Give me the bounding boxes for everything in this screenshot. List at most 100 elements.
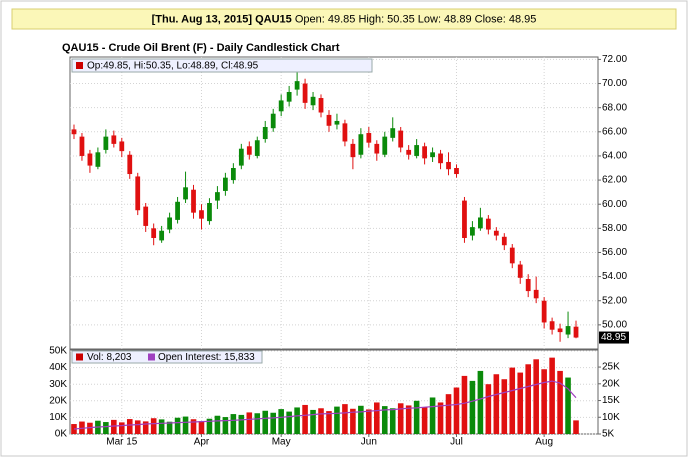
candle-body bbox=[254, 140, 260, 156]
volume-bar bbox=[413, 400, 420, 434]
volume-bar bbox=[445, 394, 452, 434]
volume-bar bbox=[142, 421, 149, 434]
volume-bar bbox=[198, 421, 205, 434]
volume-bar bbox=[182, 416, 189, 434]
candle-body bbox=[398, 130, 404, 148]
volume-bar bbox=[517, 372, 524, 434]
candle-body bbox=[215, 192, 220, 201]
candle-body bbox=[493, 230, 499, 236]
y2-tick-label: 25K bbox=[602, 362, 620, 373]
volume-bar bbox=[230, 414, 237, 434]
candle-body bbox=[230, 168, 236, 181]
volume-bar bbox=[334, 406, 340, 434]
volume-legend-swatch bbox=[76, 353, 83, 361]
oi-legend-swatch bbox=[148, 353, 155, 361]
y-tick-label: 56.00 bbox=[602, 247, 627, 258]
last-value-tag bbox=[599, 331, 629, 344]
price-legend-box bbox=[71, 58, 373, 73]
volume-bar bbox=[318, 408, 324, 434]
x-tick-label: Aug bbox=[535, 437, 553, 448]
x-tick-label: Jun bbox=[361, 437, 377, 448]
volume-bar bbox=[286, 411, 292, 434]
candle-body bbox=[238, 148, 244, 166]
x-tick-label: Mar 15 bbox=[106, 437, 138, 448]
candle-body bbox=[262, 126, 268, 140]
price-legend: Op:49.85, Hi:50.35, Lo:48.89, Cl:48.95 bbox=[87, 61, 259, 72]
volume-bar bbox=[326, 411, 332, 434]
volume-bar bbox=[254, 413, 261, 434]
candle-body bbox=[310, 96, 316, 106]
volume-bar bbox=[549, 357, 555, 434]
volume-bar bbox=[174, 417, 181, 434]
volume-bar bbox=[421, 407, 428, 434]
volume-bar bbox=[262, 410, 269, 434]
volume-tick-label: 50K bbox=[49, 346, 67, 357]
candle-body bbox=[246, 146, 252, 155]
y2-tick-label: 10K bbox=[602, 412, 620, 423]
volume-bar bbox=[573, 420, 579, 434]
volume-bar bbox=[87, 422, 93, 434]
candle-body bbox=[151, 228, 157, 238]
x-tick-label: Apr bbox=[194, 437, 210, 448]
oi-legend: Open Interest: 15,833 bbox=[158, 352, 255, 363]
y-tick-label: 70.00 bbox=[602, 78, 627, 89]
candle-body bbox=[478, 217, 483, 229]
candle-body bbox=[111, 135, 117, 144]
volume-bar bbox=[206, 418, 213, 434]
marks: 48.95 bbox=[71, 69, 629, 434]
header-text: Open: 49.85 High: 50.35 Low: 48.89 Close… bbox=[295, 13, 537, 25]
open-interest-line bbox=[73, 380, 577, 430]
candle-body bbox=[143, 206, 149, 226]
volume-bar bbox=[493, 374, 500, 434]
candle-body bbox=[95, 152, 101, 167]
candle-body bbox=[270, 113, 276, 129]
y-tick-label: 52.00 bbox=[602, 295, 627, 306]
candle-body bbox=[135, 176, 141, 211]
candle-body bbox=[485, 218, 491, 230]
price-legend-swatch bbox=[76, 62, 83, 69]
volume-tick-label: 40K bbox=[49, 362, 67, 373]
volume-bar bbox=[222, 417, 229, 434]
volume-bar bbox=[126, 419, 133, 434]
y-tick-label: 60.00 bbox=[602, 199, 627, 210]
candle-body bbox=[103, 136, 109, 150]
candle-body bbox=[454, 168, 459, 175]
candle-body bbox=[199, 210, 204, 219]
volume-bar bbox=[342, 404, 348, 434]
volume-bar bbox=[111, 419, 117, 434]
candle-body bbox=[462, 200, 467, 238]
volume-bar bbox=[294, 407, 300, 434]
price-panel bbox=[69, 56, 599, 350]
candle-body bbox=[87, 153, 93, 166]
candle-body bbox=[366, 133, 372, 143]
candle-body bbox=[358, 134, 364, 155]
candle-body bbox=[390, 128, 396, 138]
candle-body bbox=[509, 247, 515, 264]
volume-bar bbox=[429, 397, 436, 434]
candle-body bbox=[127, 154, 133, 175]
volume-legend-box bbox=[71, 350, 263, 364]
volume-bar bbox=[150, 418, 157, 434]
volume-bar bbox=[565, 377, 571, 434]
volume-bar bbox=[270, 412, 276, 434]
volume-bar bbox=[389, 408, 396, 434]
candle-body bbox=[175, 201, 180, 220]
volume-bar bbox=[190, 419, 197, 434]
volume-bar bbox=[134, 420, 141, 434]
y-tick-label: 66.00 bbox=[602, 126, 627, 137]
candle-body bbox=[302, 83, 308, 103]
candle-body bbox=[119, 141, 125, 152]
volume-bar bbox=[119, 422, 125, 434]
volume-bar bbox=[166, 421, 173, 434]
candle-body bbox=[533, 289, 539, 299]
y-tick-label: 58.00 bbox=[602, 223, 627, 234]
volume-bar bbox=[477, 370, 484, 434]
candle-body bbox=[525, 279, 531, 292]
candle-body bbox=[374, 143, 380, 154]
volume-tick-label: 10K bbox=[49, 412, 67, 423]
y-tick-label: 68.00 bbox=[602, 102, 627, 113]
candle-body bbox=[318, 98, 324, 113]
candle-body bbox=[350, 143, 356, 158]
volume-bar bbox=[453, 387, 460, 434]
header-bold: [Thu. Aug 13, 2015] QAU15 bbox=[152, 13, 292, 25]
